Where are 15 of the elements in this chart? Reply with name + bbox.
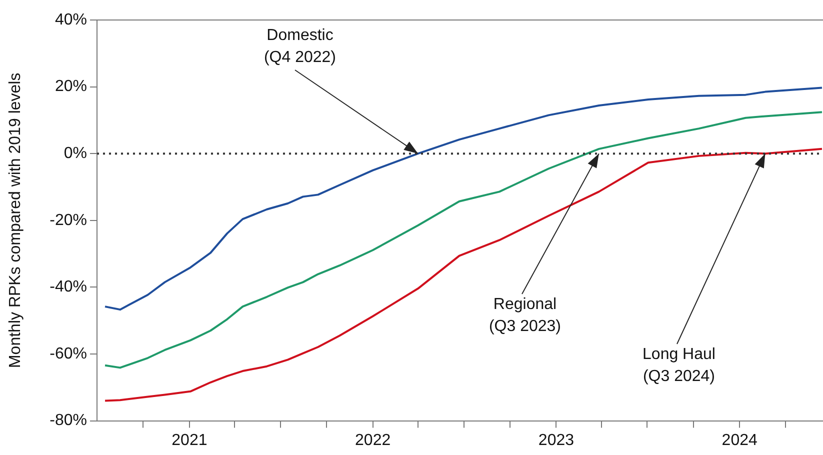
y-tick-label: -80% [50,412,87,430]
y-axis-title: Monthly RPKs compared with 2019 levels [7,72,24,368]
y-tick-label: -20% [50,212,87,229]
y-tick-label: -60% [50,345,87,362]
x-tick-label: 2023 [538,432,574,449]
x-tick-label: 2024 [722,432,758,449]
annotation: Regional (Q3 2023) [488,296,562,336]
annotation: Long Haul (Q3 2024) [642,346,716,386]
y-tick-label: -40% [50,278,87,296]
y-tick-label: 0% [64,145,87,162]
annotation: Domestic (Q4 2022) [264,27,336,66]
y-tick-label: 20% [54,78,87,96]
x-tick-label: 2022 [355,432,391,449]
y-tick-label: 40% [54,11,87,28]
x-tick-label: 2021 [172,432,208,449]
